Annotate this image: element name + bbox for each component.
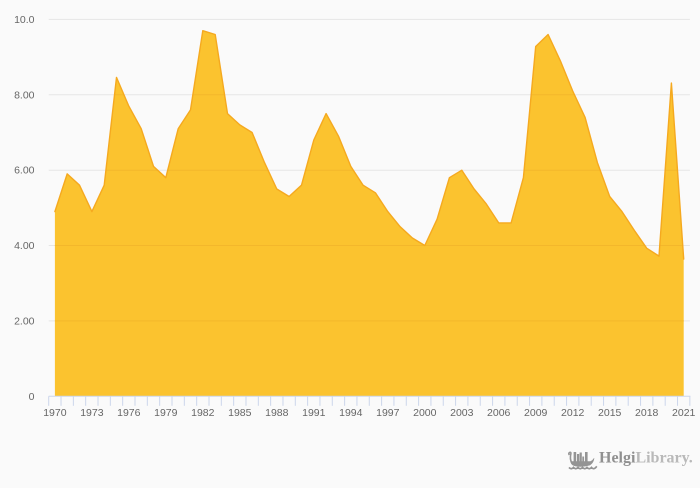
svg-text:2012: 2012: [561, 407, 585, 419]
svg-text:1976: 1976: [117, 407, 141, 419]
svg-text:10.0: 10.0: [14, 14, 35, 26]
svg-text:2.00: 2.00: [14, 315, 35, 327]
svg-text:1970: 1970: [43, 407, 67, 419]
svg-text:1997: 1997: [376, 407, 400, 419]
svg-text:2015: 2015: [598, 407, 622, 419]
svg-text:4.00: 4.00: [14, 240, 35, 252]
svg-text:2009: 2009: [524, 407, 548, 419]
svg-text:1985: 1985: [228, 407, 252, 419]
svg-text:0: 0: [29, 391, 35, 403]
svg-text:2003: 2003: [450, 407, 474, 419]
svg-text:1979: 1979: [154, 407, 178, 419]
svg-text:2000: 2000: [413, 407, 437, 419]
svg-text:2018: 2018: [635, 407, 659, 419]
svg-text:8.00: 8.00: [14, 89, 35, 101]
svg-text:1994: 1994: [339, 407, 363, 419]
svg-text:2021: 2021: [672, 407, 696, 419]
svg-text:1988: 1988: [265, 407, 289, 419]
svg-text:2006: 2006: [487, 407, 511, 419]
svg-text:6.00: 6.00: [14, 165, 35, 177]
svg-text:HelgiLibrary.: HelgiLibrary.: [599, 449, 693, 466]
svg-text:1982: 1982: [191, 407, 215, 419]
svg-text:1991: 1991: [302, 407, 326, 419]
svg-text:1973: 1973: [80, 407, 104, 419]
